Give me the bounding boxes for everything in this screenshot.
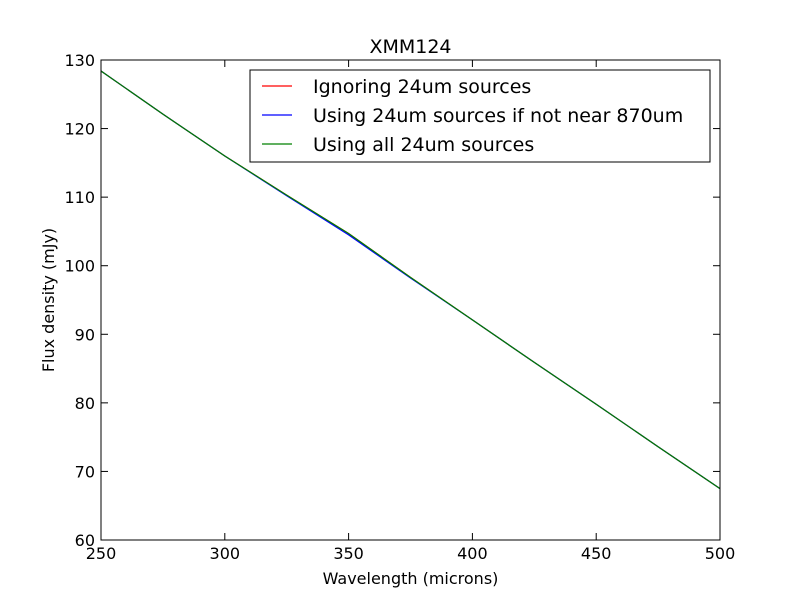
y-tick-label: 70 bbox=[75, 462, 95, 481]
legend-label-ignoring: Ignoring 24um sources bbox=[313, 76, 531, 98]
y-tick-label: 80 bbox=[75, 394, 95, 413]
y-tick-label: 110 bbox=[64, 188, 95, 207]
chart-title: XMM124 bbox=[369, 36, 451, 58]
legend: Ignoring 24um sources Using 24um sources… bbox=[249, 69, 711, 163]
x-tick-label: 500 bbox=[705, 544, 736, 563]
x-tick-label: 250 bbox=[86, 544, 117, 563]
legend-label-not-near: Using 24um sources if not near 870um bbox=[313, 105, 683, 127]
x-axis-label: Wavelength (microns) bbox=[323, 569, 499, 588]
y-tick-label: 120 bbox=[64, 120, 95, 139]
plot-frame bbox=[100, 59, 721, 541]
x-tick-label: 300 bbox=[210, 544, 241, 563]
series-line-3 bbox=[100, 70, 721, 490]
series-layer bbox=[100, 70, 721, 490]
x-tick-label: 350 bbox=[333, 544, 364, 563]
x-tick-label: 400 bbox=[457, 544, 488, 563]
legend-box bbox=[249, 69, 711, 163]
x-tick-label: 450 bbox=[581, 544, 612, 563]
y-axis-label: Flux density (mJy) bbox=[39, 228, 58, 372]
y-tick-label: 90 bbox=[75, 325, 95, 344]
ticks-layer: 250 300 350 400 450 500 60 70 80 90 100 110 120 130 bbox=[64, 51, 735, 563]
legend-label-all: Using all 24um sources bbox=[313, 134, 534, 156]
y-tick-label: 60 bbox=[75, 531, 95, 550]
y-tick-label: 130 bbox=[64, 51, 95, 70]
y-tick-label: 100 bbox=[64, 257, 95, 276]
